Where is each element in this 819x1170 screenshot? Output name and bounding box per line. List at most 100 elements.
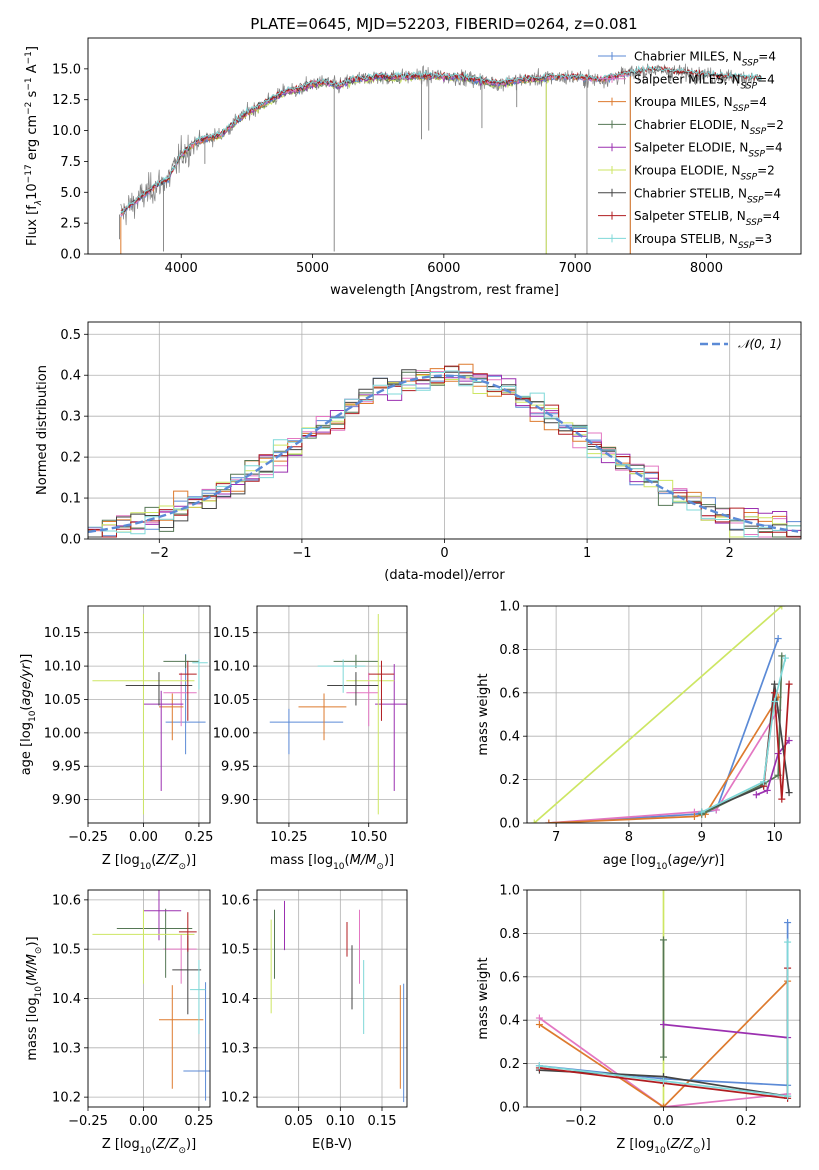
tick-label-y: 12.5 <box>52 93 81 108</box>
y-axis-label-part: )] <box>19 654 34 664</box>
legend-label-part: SSP <box>746 218 763 228</box>
tick-label-x: 10.25 <box>270 830 307 845</box>
tick-label-x: 7000 <box>559 261 592 276</box>
y-axis-label-part: Flux [f <box>25 205 40 246</box>
weight-line-kroupa-miles <box>548 696 779 823</box>
x-axis-label-part: 10 <box>654 1146 666 1156</box>
tick-label-y: 10.10 <box>213 660 250 675</box>
tick-label-y: 0.2 <box>499 1057 520 1072</box>
legend-label-part: =4 <box>764 186 782 200</box>
legend-label: Kroupa STELIB, NSSP=3 <box>634 232 772 251</box>
x-axis-label-part: ( <box>151 853 156 868</box>
plot-area-spectrum <box>119 63 763 254</box>
tick-label-y: 0.4 <box>499 1014 520 1029</box>
legend-label-part: =2 <box>766 118 784 132</box>
axes-age-Z: −0.25 0.00 0.25 9.90 9.95 10.00 10.05 10.10 10.1… <box>19 605 213 872</box>
y-axis-label-part: s <box>25 90 40 101</box>
y-axis-label-part: A <box>25 64 40 77</box>
weight-line-kroupa-stelib <box>539 942 789 1098</box>
legend-label-part: SSP <box>741 173 758 183</box>
model-line-kroupa-stelib <box>120 64 763 214</box>
y-axis-label-part: −1 <box>24 51 34 64</box>
tick-label-y: 9.90 <box>52 793 81 808</box>
legend-label-part: Chabrier STELIB, N <box>634 186 747 200</box>
y-axis-label-part: )] <box>25 936 40 946</box>
x-axis-label-part: )] <box>384 853 394 868</box>
y-axis-label: mass weight <box>476 957 491 1039</box>
y-axis-label: mass weight <box>476 673 491 755</box>
y-axis-label-part: erg cm <box>25 115 40 164</box>
tick-label-y: 0.8 <box>499 643 520 658</box>
plot-area-mass-EBV <box>257 890 407 1107</box>
legend-label: Chabrier ELODIE, NSSP=2 <box>634 118 784 137</box>
weight-line-kroupa-stelib <box>701 657 787 813</box>
y-axis-label-part: M/M <box>25 954 40 981</box>
x-axis-label-part: )] <box>186 853 196 868</box>
axes-frame <box>87 889 211 1108</box>
plot-area-weight-Z <box>527 890 800 1107</box>
tick-label-y: 10.4 <box>52 992 81 1007</box>
y-axis-label-part: −2 <box>24 102 34 115</box>
tick-label-y: 10.15 <box>213 626 250 641</box>
tick-label-y: 9.95 <box>52 760 81 775</box>
x-axis-label-part: Z [log <box>102 1137 140 1152</box>
tick-label-y: 0.8 <box>499 927 520 942</box>
axes-weight-Z: −0.2 0.0 0.2 0.0 0.2 0.4 0.6 0.8 1.0 Z [log10(Z/Z… <box>476 884 801 1156</box>
x-axis-label-part: ⊙ <box>178 862 186 872</box>
x-axis-label-part: )] <box>701 1137 711 1152</box>
x-axis-label-part: Z [log <box>102 853 140 868</box>
x-axis-label-part: Z [log <box>616 1137 654 1152</box>
legend-label-part: SSP <box>750 127 767 137</box>
legend-label-part: SSP <box>733 104 750 114</box>
x-axis-label-part: 10 <box>140 1146 152 1156</box>
tick-label-x: 0 <box>440 546 448 561</box>
y-axis-label-part: λ <box>34 200 44 206</box>
legend-label-part: Kroupa ELODIE, N <box>634 164 741 178</box>
tick-label-x: 0.00 <box>129 1114 158 1129</box>
tick-label-y: 0.4 <box>499 730 520 745</box>
x-axis-label: Z [log10(Z/Z⊙)] <box>616 1137 710 1156</box>
y-axis-label-part: age [log <box>19 722 34 775</box>
tick-label-x: 9 <box>698 830 706 845</box>
legend-label: Chabrier MILES, NSSP=4 <box>634 50 776 69</box>
tick-label-x: 2 <box>726 546 734 561</box>
x-axis-label-part: ( <box>667 853 672 868</box>
y-axis-label-part: ( <box>25 981 40 986</box>
legend-label-part: Chabrier MILES, N <box>634 50 742 64</box>
x-axis-label: wavelength [Angstrom, rest frame] <box>330 283 559 298</box>
axes-frame <box>526 605 801 824</box>
tick-label-x: 7 <box>552 830 560 845</box>
tick-label-x: 8 <box>625 830 633 845</box>
y-axis-label-part: −17 <box>24 164 34 183</box>
tick-label-x: 0.10 <box>326 1114 355 1129</box>
tick-label-y: 10.5 <box>52 943 81 958</box>
tick-label-x: 1 <box>583 546 591 561</box>
tick-label-y: 0.0 <box>60 248 81 263</box>
legend-label-part: Chabrier ELODIE, N <box>634 118 750 132</box>
axes-age-mass: 10.25 10.50 9.90 9.95 10.00 10.05 10.10 10.15 ma… <box>213 605 408 872</box>
tick-label-y: 0.4 <box>60 369 81 384</box>
tick-label-y: 10.3 <box>52 1041 81 1056</box>
tick-label-y: 10.15 <box>44 626 81 641</box>
x-axis-label-part: age/yr <box>672 853 715 868</box>
tick-label-y: 1.0 <box>499 600 520 615</box>
weight-line-kroupa-elodie <box>533 606 783 823</box>
x-axis-label-part: Z/Z <box>670 1137 694 1152</box>
legend-label: Kroupa ELODIE, NSSP=2 <box>634 164 775 183</box>
y-axis-label-part: age/yr <box>19 662 34 705</box>
tick-label-x: 6000 <box>427 261 460 276</box>
tick-label-y: 0.2 <box>60 451 81 466</box>
axes-frame <box>256 605 408 824</box>
legend-label-part: SSP <box>742 59 759 69</box>
tick-label-x: 4000 <box>165 261 198 276</box>
tick-label-x: 0.00 <box>129 830 158 845</box>
tick-label-y: 7.5 <box>60 155 81 170</box>
legend-label-part: =4 <box>762 209 780 223</box>
x-axis-label-part: mass [log <box>270 853 333 868</box>
tick-label-y: 0.0 <box>499 817 520 832</box>
tick-label-y: 10.5 <box>221 943 250 958</box>
